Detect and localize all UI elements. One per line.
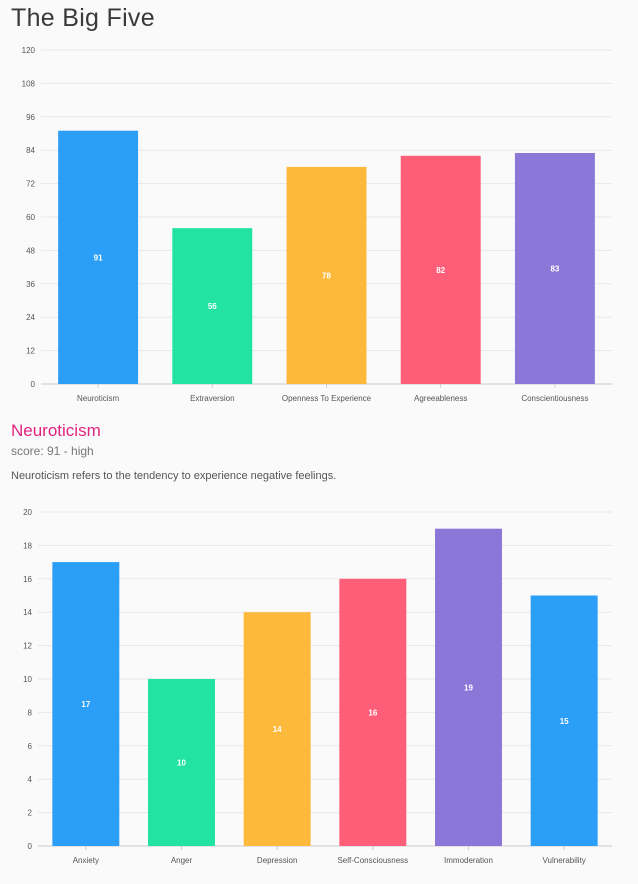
y-tick-label: 8 <box>28 708 33 717</box>
y-tick-label: 12 <box>23 642 32 651</box>
x-tick-label: Anger <box>171 856 193 865</box>
bar-value-label: 10 <box>177 759 186 768</box>
neuroticism-facets-bar-chart: 0 2 4 6 8 10 12 14 16 18 20 17 Anxiety 10 Anger 14 Depre… <box>23 508 612 865</box>
x-tick-label: Extraversion <box>190 394 234 403</box>
y-tick-label: 4 <box>28 775 33 784</box>
x-tick-label: Openness To Experience <box>282 394 372 403</box>
bar-self-consciousness <box>339 578 407 846</box>
bar-immoderation <box>435 528 502 846</box>
bar-value-label: 82 <box>436 266 445 275</box>
y-tick-label: 60 <box>26 213 35 222</box>
bar-value-label: 83 <box>550 264 559 273</box>
section-score: score: 91 - high <box>11 444 94 458</box>
bar-depression <box>243 612 311 846</box>
bar-value-label: 16 <box>368 708 377 717</box>
x-tick-label: Anxiety <box>73 856 99 865</box>
x-tick-label: Immoderation <box>444 856 493 865</box>
y-tick-label: 18 <box>23 541 32 550</box>
y-tick-label: 120 <box>22 46 36 55</box>
y-tick-label: 12 <box>26 347 35 356</box>
bar-value-label: 17 <box>81 700 90 709</box>
bar-extraversion <box>172 228 253 384</box>
y-tick-label: 84 <box>26 146 35 155</box>
bar-neuroticism <box>58 130 139 384</box>
x-tick-label: Conscientiousness <box>521 394 588 403</box>
y-tick-label: 36 <box>26 280 35 289</box>
bar-openness-to-experience <box>286 166 367 384</box>
bar-agreeableness <box>400 155 481 384</box>
y-tick-label: 20 <box>23 508 32 517</box>
y-tick-label: 24 <box>26 313 35 322</box>
x-tick-label: Vulnerability <box>543 856 586 865</box>
big-five-bar-chart: 0 12 24 36 48 60 72 84 96 108 120 91 Neuroticism 56 Ex… <box>22 46 612 403</box>
y-tick-label: 72 <box>26 180 35 189</box>
y-tick-label: 108 <box>22 79 36 88</box>
bar-value-label: 78 <box>322 271 331 280</box>
x-tick-label: Self-Consciousness <box>337 856 408 865</box>
y-tick-label: 2 <box>28 809 33 818</box>
page-title: The Big Five <box>11 4 155 32</box>
y-tick-label: 14 <box>23 608 32 617</box>
bar-value-label: 56 <box>208 302 217 311</box>
bar-conscientiousness <box>514 152 595 384</box>
y-tick-label: 6 <box>28 742 33 751</box>
y-tick-label: 16 <box>23 575 32 584</box>
section-title: Neuroticism <box>11 421 101 440</box>
bar-value-label: 15 <box>560 717 569 726</box>
y-tick-label: 0 <box>31 380 36 389</box>
y-tick-label: 96 <box>26 113 35 122</box>
y-tick-label: 0 <box>28 842 33 851</box>
section-description: Neuroticism refers to the tendency to ex… <box>11 470 337 482</box>
x-tick-label: Agreeableness <box>414 394 467 403</box>
y-tick-label: 48 <box>26 246 35 255</box>
bar-anger <box>148 679 215 846</box>
bar-vulnerability <box>530 595 598 846</box>
bar-value-label: 91 <box>94 253 103 262</box>
bar-value-label: 19 <box>464 683 473 692</box>
bar-anxiety <box>52 562 120 846</box>
bar-value-label: 14 <box>273 725 282 734</box>
x-tick-label: Depression <box>257 856 297 865</box>
y-tick-label: 10 <box>23 675 32 684</box>
x-tick-label: Neuroticism <box>77 394 120 403</box>
